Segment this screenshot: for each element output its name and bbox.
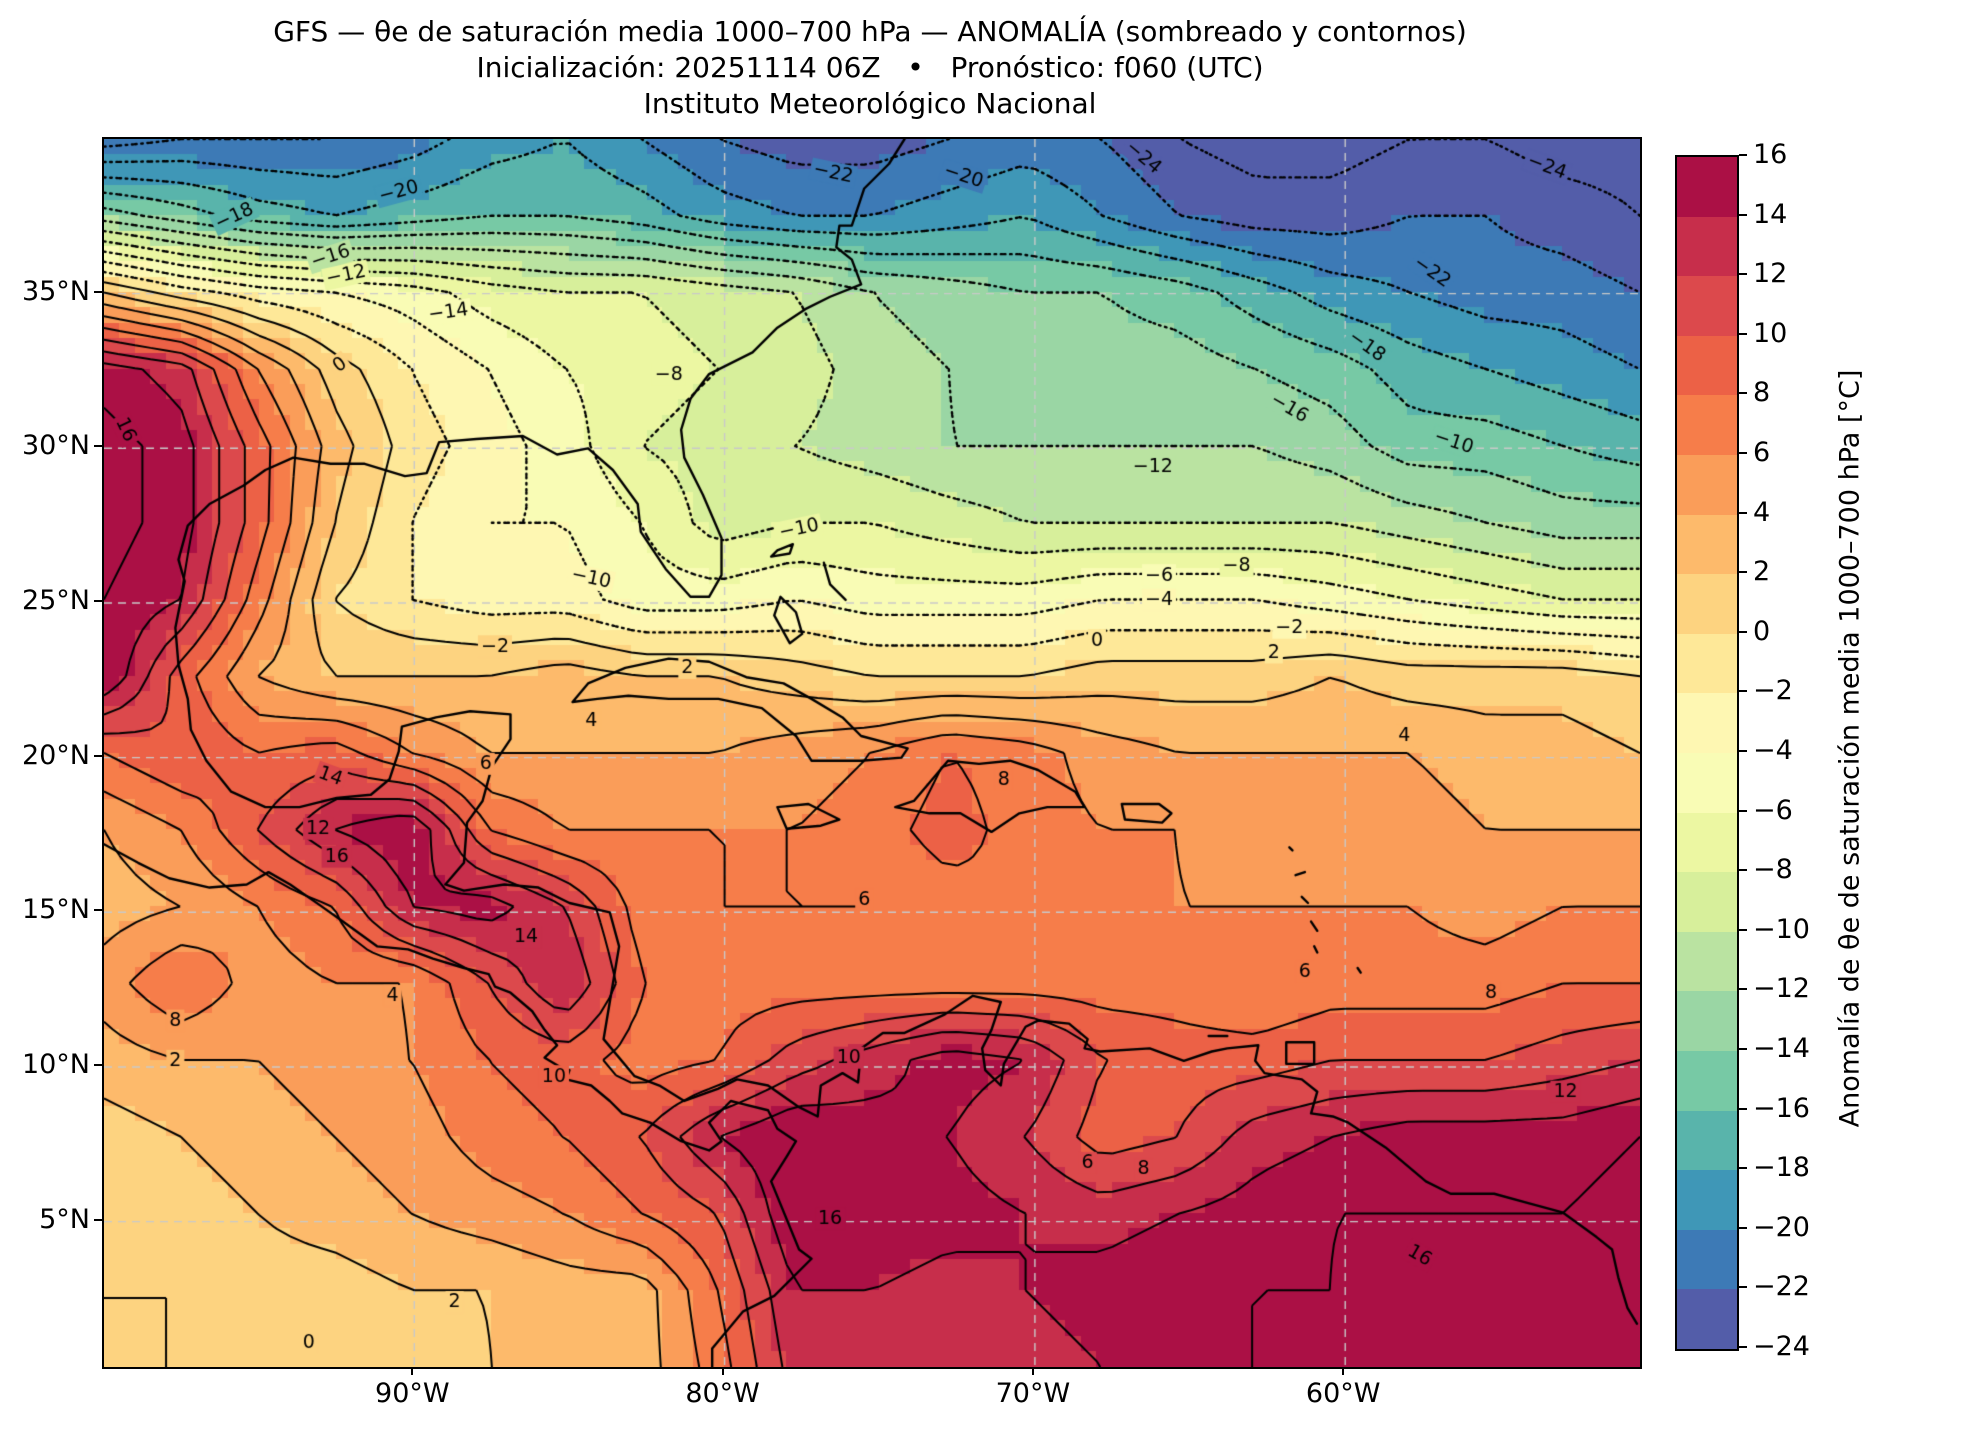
- colorbar-tick-mark: [1739, 809, 1747, 812]
- contour-map-canvas: [104, 139, 1640, 1367]
- colorbar-tick-label-10: 10: [1753, 317, 1788, 349]
- colorbar-band: [1677, 335, 1737, 396]
- colorbar-band: [1677, 1170, 1737, 1230]
- colorbar-band: [1677, 1050, 1737, 1111]
- colorbar-band: [1677, 991, 1737, 1051]
- colorbar-tick-mark: [1739, 988, 1747, 991]
- colorbar-tick-mark: [1739, 1286, 1747, 1289]
- colorbar-band: [1677, 752, 1737, 813]
- colorbar-tick-label-16: 16: [1753, 139, 1788, 170]
- y-tick-mark: [94, 909, 102, 912]
- colorbar-tick-mark: [1739, 213, 1747, 216]
- colorbar-band: [1677, 1229, 1737, 1290]
- colorbar-tick-mark: [1739, 332, 1747, 335]
- colorbar-tick-mark: [1739, 273, 1747, 276]
- colorbar-tick-mark: [1739, 1167, 1747, 1170]
- colorbar-tick-mark: [1739, 511, 1747, 514]
- y-tick-mark: [94, 290, 102, 293]
- y-tick-label-20: 20°N: [21, 739, 90, 771]
- colorbar-tick-mark: [1739, 750, 1747, 752]
- title-line-1: GFS — θe de saturación media 1000–700 hP…: [273, 15, 1467, 48]
- colorbar-band: [1677, 1289, 1737, 1349]
- colorbar-band: [1677, 514, 1737, 575]
- colorbar-band: [1677, 395, 1737, 455]
- colorbar-tick-label--12: −12: [1753, 973, 1810, 1005]
- y-tick-mark: [94, 1218, 102, 1221]
- colorbar-tick-label--20: −20: [1753, 1211, 1810, 1243]
- y-tick-label-15: 15°N: [21, 894, 90, 926]
- x-tick-mark: [1342, 1367, 1345, 1375]
- colorbar-tick-label-2: 2: [1753, 556, 1771, 588]
- x-tick-label-90: 90°W: [375, 1378, 450, 1409]
- colorbar-tick-label--2: −2: [1753, 675, 1793, 707]
- y-tick-label-5: 5°N: [39, 1203, 90, 1235]
- x-tick-label-80: 80°W: [685, 1378, 760, 1409]
- colorbar-tick-label-4: 4: [1753, 496, 1771, 528]
- colorbar-band: [1677, 574, 1737, 634]
- colorbar-tick-mark: [1739, 1107, 1747, 1110]
- colorbar-tick-mark: [1739, 392, 1747, 395]
- colorbar: [1675, 155, 1739, 1351]
- colorbar-band: [1677, 157, 1737, 217]
- y-tick-label-25: 25°N: [21, 584, 90, 616]
- colorbar-tick-label--22: −22: [1753, 1271, 1810, 1303]
- colorbar-band: [1677, 454, 1737, 515]
- x-tick-label-70: 70°W: [995, 1378, 1071, 1409]
- y-tick-mark: [94, 754, 102, 757]
- colorbar-tick-mark: [1739, 1048, 1747, 1050]
- colorbar-tick-label--18: −18: [1753, 1152, 1810, 1184]
- colorbar-tick-label-0: 0: [1753, 615, 1771, 647]
- colorbar-band: [1677, 931, 1737, 992]
- colorbar-tick-label--10: −10: [1753, 913, 1810, 945]
- x-tick-mark: [1031, 1367, 1034, 1375]
- figure-title: GFS — θe de saturación media 1000–700 hP…: [102, 14, 1638, 122]
- colorbar-tick-label-6: 6: [1753, 437, 1771, 468]
- colorbar-tick-label--16: −16: [1753, 1092, 1810, 1124]
- colorbar-label: Anomalía de θe de saturación media 1000–…: [1834, 369, 1866, 1128]
- colorbar-tick-mark: [1739, 1346, 1747, 1348]
- y-tick-label-35: 35°N: [21, 275, 90, 307]
- colorbar-tick-label--6: −6: [1753, 794, 1793, 826]
- colorbar-tick-mark: [1739, 452, 1747, 454]
- y-tick-mark: [94, 599, 102, 602]
- colorbar-band: [1677, 872, 1737, 932]
- colorbar-tick-label--4: −4: [1753, 735, 1793, 766]
- colorbar-tick-mark: [1739, 1226, 1747, 1229]
- x-tick-label-60: 60°W: [1305, 1378, 1381, 1409]
- colorbar-tick-mark: [1739, 154, 1747, 156]
- y-tick-label-10: 10°N: [21, 1048, 90, 1080]
- x-tick-mark: [721, 1367, 724, 1375]
- colorbar-band: [1677, 1110, 1737, 1171]
- colorbar-tick-label-14: 14: [1753, 198, 1788, 230]
- colorbar-tick-mark: [1739, 869, 1747, 872]
- title-line-3: Instituto Meteorológico Nacional: [643, 87, 1097, 120]
- colorbar-band: [1677, 633, 1737, 694]
- colorbar-tick-label--8: −8: [1753, 854, 1793, 886]
- x-tick-mark: [411, 1367, 414, 1375]
- colorbar-tick-label--14: −14: [1753, 1033, 1810, 1064]
- y-tick-mark: [94, 445, 102, 448]
- colorbar-tick-mark: [1739, 690, 1747, 693]
- title-line-2: Inicialización: 20251114 06Z • Pronóstic…: [476, 51, 1264, 84]
- colorbar-band: [1677, 276, 1737, 336]
- colorbar-tick-label--24: −24: [1753, 1331, 1810, 1362]
- y-tick-label-30: 30°N: [21, 430, 90, 462]
- colorbar-tick-mark: [1739, 928, 1747, 931]
- colorbar-band: [1677, 812, 1737, 873]
- colorbar-tick-mark: [1739, 630, 1747, 633]
- colorbar-band: [1677, 216, 1737, 277]
- map-plot-area: [102, 137, 1642, 1369]
- colorbar-band: [1677, 693, 1737, 753]
- colorbar-tick-mark: [1739, 571, 1747, 574]
- colorbar-tick-label-12: 12: [1753, 258, 1788, 290]
- y-tick-mark: [94, 1063, 102, 1066]
- colorbar-tick-label-8: 8: [1753, 377, 1771, 409]
